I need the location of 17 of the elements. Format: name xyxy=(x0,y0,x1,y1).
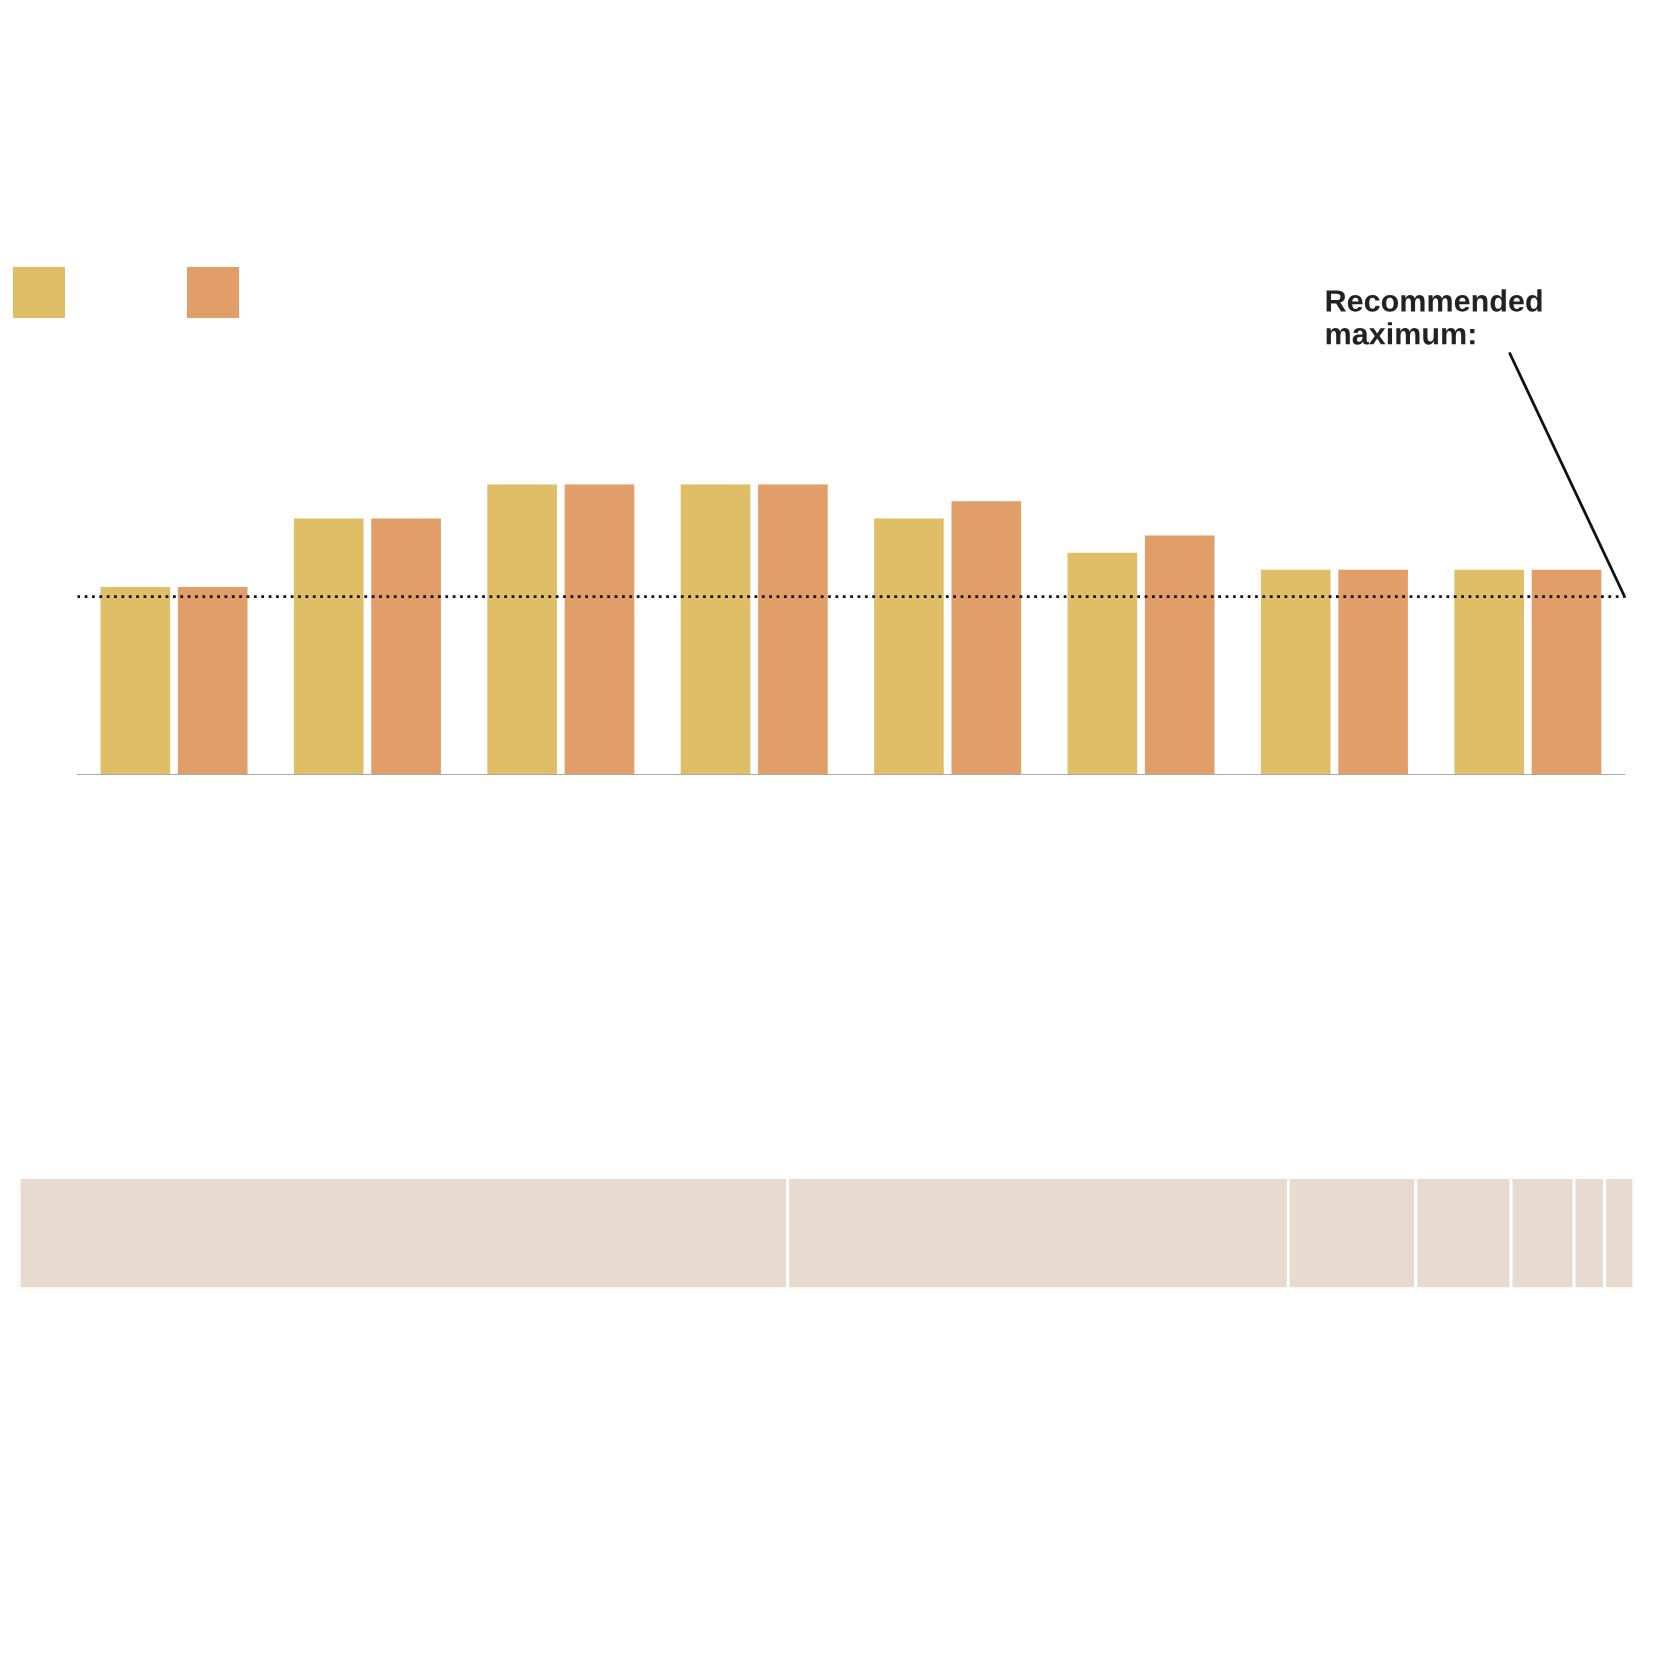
bar xyxy=(758,484,828,775)
bar xyxy=(874,518,944,775)
ref-line-label: Recommended maximum: xyxy=(1326,289,1542,345)
bar xyxy=(1144,535,1215,775)
bar xyxy=(1531,569,1602,775)
bar xyxy=(487,484,557,775)
bar xyxy=(100,586,171,775)
bar xyxy=(1454,569,1524,775)
bar xyxy=(1260,569,1331,775)
bar xyxy=(680,484,751,775)
bar xyxy=(371,518,441,775)
bar xyxy=(564,484,635,775)
bar xyxy=(951,501,1022,775)
bar xyxy=(1067,552,1138,775)
bar xyxy=(1338,569,1408,775)
bar xyxy=(293,518,364,775)
bar xyxy=(177,586,248,775)
